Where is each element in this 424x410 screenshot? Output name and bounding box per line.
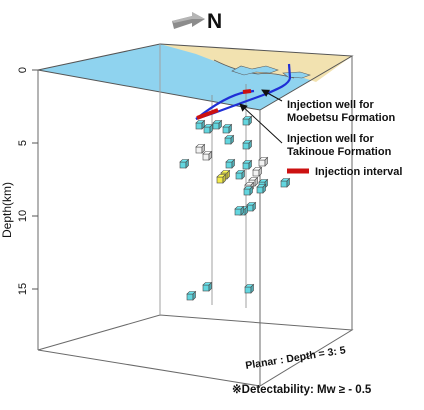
event-cube-cyan xyxy=(256,183,267,194)
takinoue-well xyxy=(195,63,292,121)
event-cube-cyan xyxy=(242,159,253,170)
event-cube-white xyxy=(258,156,269,167)
event-cube-cyan xyxy=(243,185,254,196)
event-cube-cyan xyxy=(246,201,257,212)
harbor-channel xyxy=(231,65,279,76)
top-surface-map xyxy=(37,43,354,111)
event-cube-yellow xyxy=(216,173,227,184)
event-cube-cyan xyxy=(212,119,223,130)
moebetsu-pointer-arrow xyxy=(261,89,283,102)
event-cube-cyan xyxy=(235,169,246,180)
event-cube-cyan xyxy=(244,283,255,294)
depth-tick-15: 15 xyxy=(17,283,29,295)
event-cube-cyan xyxy=(225,158,236,169)
event-cube-cyan xyxy=(280,177,291,188)
takinoue-annotation: Injection well for Takinoue Formation xyxy=(287,133,392,158)
depth-tick-0: 0 xyxy=(17,67,29,73)
north-arrow-icon xyxy=(172,12,205,29)
event-cube-cyan xyxy=(186,290,197,301)
depth-ticks xyxy=(32,69,38,290)
event-cube-cyan xyxy=(242,115,253,126)
wells xyxy=(195,63,292,121)
event-cube-cyan xyxy=(202,281,213,292)
north-label: N xyxy=(207,10,222,33)
event-cube-white xyxy=(202,150,213,161)
event-cube-cyan xyxy=(203,123,214,134)
box-frame xyxy=(37,44,354,387)
event-cube-cyan xyxy=(234,205,245,216)
moebetsu-annotation: Injection well for Moebetsu Formation xyxy=(287,99,395,124)
depth-tick-10: 10 xyxy=(17,210,29,222)
takinoue-pointer-arrow xyxy=(239,103,283,144)
injection-interval-moebetsu xyxy=(242,89,252,94)
events-layer xyxy=(179,115,291,301)
detectability-note: ※Detectability: Mw ≥ - 0.5 xyxy=(232,384,372,396)
event-cube-white xyxy=(252,166,263,177)
depth-guides xyxy=(211,84,247,308)
depth-axis-label: Depth(km) xyxy=(0,182,14,238)
event-cube-cyan xyxy=(179,158,190,169)
event-cube-cyan xyxy=(222,123,233,134)
injection-interval-legend-label: Injection interval xyxy=(315,166,402,178)
event-cube-cyan xyxy=(224,134,235,145)
injection-interval-takinoue xyxy=(196,108,219,120)
event-cube-cyan xyxy=(242,139,253,150)
event-cube-white xyxy=(195,143,206,154)
coastline xyxy=(213,59,295,79)
event-cube-cyan xyxy=(195,119,206,130)
depth-tick-5: 5 xyxy=(17,140,29,146)
